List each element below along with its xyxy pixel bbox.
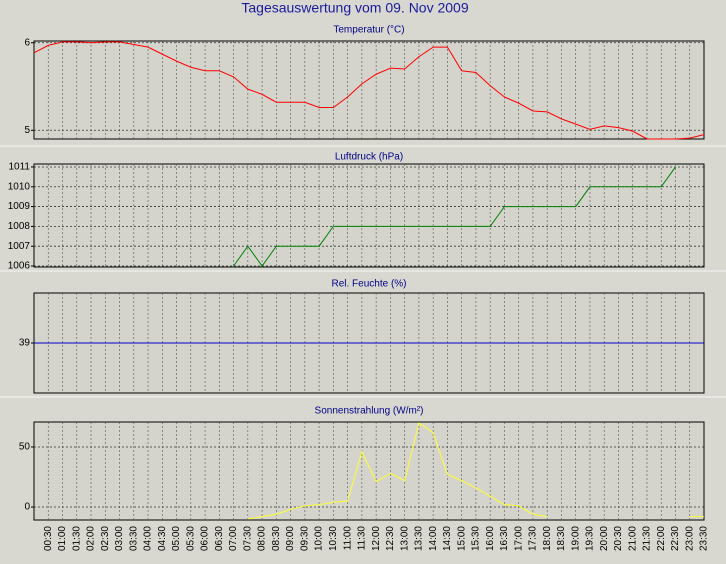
x-tick-label: 15:30: [471, 526, 482, 551]
x-tick-label: 13:00: [399, 526, 410, 551]
x-tick-label: 14:00: [428, 526, 439, 551]
y-tick-label: 1009: [8, 201, 31, 212]
x-tick-label: 18:00: [542, 526, 553, 551]
x-tick-label: 15:00: [456, 526, 467, 551]
chart-title: Luftdruck (hPa): [335, 152, 403, 163]
x-tick-label: 03:30: [128, 526, 139, 551]
data-line: [233, 166, 676, 267]
x-tick-label: 05:30: [185, 526, 196, 551]
x-tick-label: 05:00: [171, 526, 182, 551]
x-tick-label: 07:00: [228, 526, 239, 551]
x-tick-label: 17:30: [528, 526, 539, 551]
chart-title: Temperatur (°C): [333, 25, 404, 36]
x-tick-label: 02:00: [86, 526, 97, 551]
plot-area: [33, 163, 705, 268]
x-tick-label: 06:00: [200, 526, 211, 551]
data-line: [33, 41, 705, 140]
x-tick-label: 09:30: [299, 526, 310, 551]
x-tick-label: 02:30: [100, 526, 111, 551]
x-tick-label: 16:30: [499, 526, 510, 551]
y-tick-label: 5: [24, 125, 30, 136]
x-tick-label: 21:00: [627, 526, 638, 551]
plot-area: [33, 40, 705, 140]
y-tick-label: 1010: [8, 181, 31, 192]
x-tick-label: 10:30: [328, 526, 339, 551]
plot-area: [33, 421, 705, 521]
x-tick-label: 20:30: [613, 526, 624, 551]
y-tick-label: 6: [24, 37, 30, 48]
x-tick-label: 08:30: [271, 526, 282, 551]
y-tick-label: 0: [24, 502, 30, 513]
chart-title: Sonnenstrahlung (W/m²): [315, 406, 424, 417]
x-tick-label: 06:30: [214, 526, 225, 551]
x-tick-label: 09:00: [285, 526, 296, 551]
x-tick-label: 23:30: [699, 526, 710, 551]
x-tick-label: 19:30: [585, 526, 596, 551]
x-tick-label: 22:30: [670, 526, 681, 551]
y-tick-label: 39: [19, 338, 31, 349]
x-tick-label: 23:00: [684, 526, 695, 551]
y-tick-label: 1007: [8, 241, 31, 252]
x-tick-label: 16:00: [485, 526, 496, 551]
x-tick-label: 10:00: [314, 526, 325, 551]
x-tick-label: 11:30: [357, 526, 368, 551]
x-tick-label: 11:00: [342, 526, 353, 551]
x-tick-label: 04:00: [143, 526, 154, 551]
y-tick-label: 1008: [8, 221, 31, 232]
x-tick-label: 19:00: [570, 526, 581, 551]
x-tick-label: 01:00: [57, 526, 68, 551]
y-tick-label: 1011: [8, 162, 30, 173]
x-tick-label: 12:30: [385, 526, 396, 551]
x-tick-label: 01:30: [71, 526, 82, 551]
y-tick-label: 1006: [8, 261, 31, 272]
x-tick-label: 00:30: [43, 526, 54, 551]
x-tick-label: 20:00: [599, 526, 610, 551]
x-tick-label: 12:00: [371, 526, 382, 551]
x-tick-label: 04:30: [157, 526, 168, 551]
x-tick-label: 08:00: [257, 526, 268, 551]
x-tick-label: 17:00: [513, 526, 524, 551]
x-tick-label: 14:30: [442, 526, 453, 551]
y-tick-label: 50: [19, 442, 31, 453]
x-tick-label: 13:30: [414, 526, 425, 551]
x-tick-label: 21:30: [642, 526, 653, 551]
chart-title: Rel. Feuchte (%): [331, 279, 406, 290]
x-tick-label: 07:30: [242, 526, 253, 551]
x-tick-label: 18:30: [556, 526, 567, 551]
x-tick-label: 22:00: [656, 526, 667, 551]
data-line: [247, 422, 548, 520]
page-title: Tagesauswertung vom 09. Nov 2009: [241, 0, 468, 16]
x-tick-label: 03:00: [114, 526, 125, 551]
